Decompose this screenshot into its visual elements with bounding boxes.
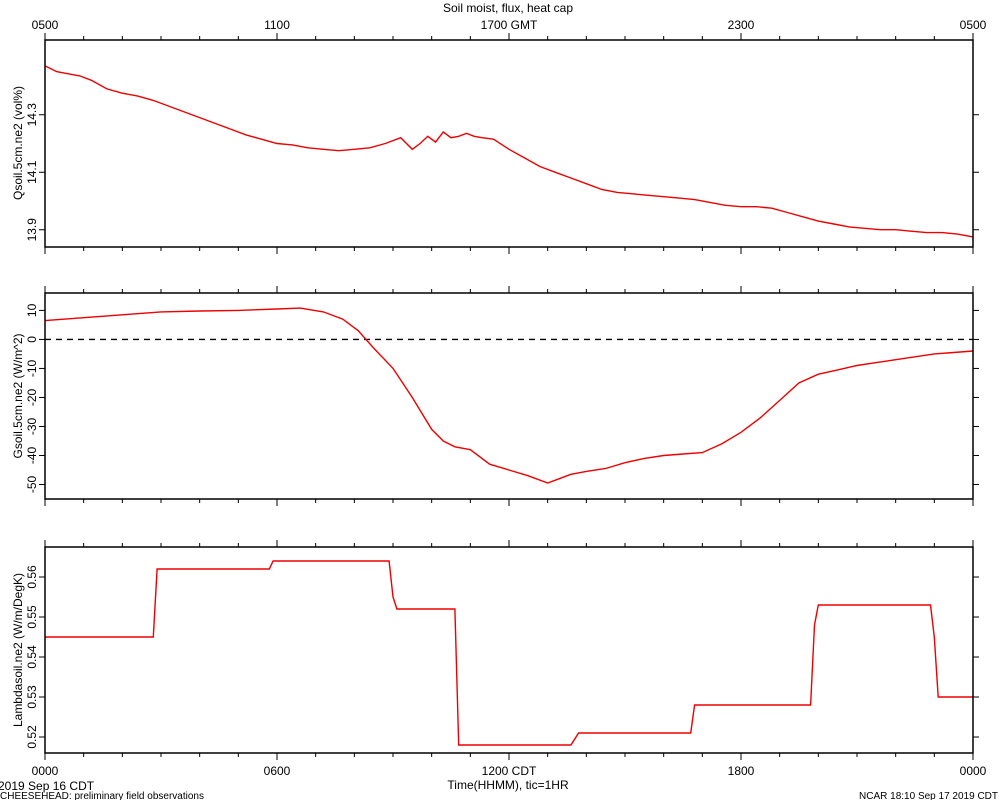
thermal-conductivity-ylabel: Lambdasoil.ne2 (W/m/DegK): [11, 573, 25, 727]
footer-date-label: 2019 Sep 16 CDT: [0, 779, 95, 793]
cdt-time-tick-label: 0000: [960, 764, 987, 778]
time-axis-title: Time(HHMM), tic=1HR: [447, 778, 569, 792]
thermal-conductivity-series-line: [45, 560, 973, 746]
thermal-conductivity-y-tick-label: 0.56: [25, 565, 39, 589]
soil-heat-flux-y-tick-label: -10: [25, 359, 39, 377]
soil-heat-flux-panel: -50 -40 -30 -20 -10 0 10 Gsoil.5cm.ne2 (W/m^2): [11, 286, 979, 506]
soil-moisture-y-tick-label: 13.9: [25, 218, 39, 242]
gmt-time-tick-label: 2300: [728, 18, 755, 32]
soil-moisture-ylabel: Qsoil.5cm.ne2 (vol%): [11, 86, 25, 200]
soil-moisture-y-tick-label: 14.1: [25, 160, 39, 184]
gmt-time-tick-label: 0500: [32, 18, 59, 32]
soil-moisture-plot-frame: [44, 39, 974, 248]
cdt-time-tick-label: 1200 CDT: [482, 764, 537, 778]
cdt-time-tick-label: 1800: [728, 764, 755, 778]
chart-title: Soil moist, flux, heat cap: [443, 1, 573, 15]
soil-moisture-panel: Soil moist, flux, heat cap 13.9 14.1 14.3 0…: [11, 1, 987, 254]
thermal-conductivity-y-tick-label: 0.54: [25, 645, 39, 669]
soil-heat-flux-y-tick-label: 0: [25, 336, 39, 343]
gmt-time-tick-label: 1700 GMT: [481, 18, 538, 32]
gmt-time-tick-label: 1100: [264, 18, 290, 32]
soil-heat-flux-y-tick-label: 10: [25, 303, 39, 317]
soil-heat-flux-ylabel: Gsoil.5cm.ne2 (W/m^2): [11, 334, 25, 459]
thermal-conductivity-panel: 0.52 0.53 0.54 0.55 0.56 0000 0600 1200 CDT 1800…: [11, 540, 987, 792]
soil-heat-flux-y-tick-label: -50: [25, 475, 39, 493]
cdt-time-tick-label: 0000: [32, 764, 59, 778]
soil-heat-flux-series-line: [44, 307, 974, 484]
gmt-time-tick-label: 0500: [960, 18, 987, 32]
soil-heat-flux-y-tick-label: -30: [25, 417, 39, 435]
thermal-conductivity-plot-frame: [44, 546, 974, 754]
soil-heat-flux-y-tick-label: -20: [25, 388, 39, 406]
thermal-conductivity-y-tick-label: 0.55: [25, 605, 39, 629]
soil-heat-flux-y-tick-label: -40: [25, 446, 39, 464]
thermal-conductivity-y-tick-label: 0.52: [25, 725, 39, 749]
cdt-time-tick-label: 0600: [264, 764, 291, 778]
soil-moisture-y-tick-label: 14.3: [25, 103, 39, 127]
footer-project-label: CHEESEHEAD: preliminary field observatio…: [0, 791, 204, 800]
thermal-conductivity-y-tick-label: 0.53: [25, 685, 39, 709]
soil-moisture-series-line: [44, 65, 974, 238]
soil-heat-flux-plot-frame: [44, 292, 974, 500]
footer-credit-label: NCAR 18:10 Sep 17 2019 CDT: [859, 791, 998, 800]
